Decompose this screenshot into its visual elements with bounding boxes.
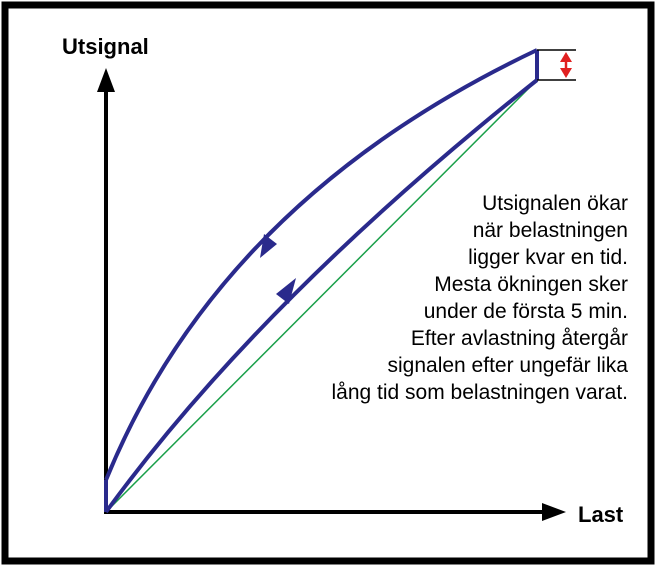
y-axis-arrow bbox=[97, 68, 115, 92]
annotation-line: Utsignalen ökar bbox=[482, 192, 628, 215]
unloading-arrow bbox=[260, 234, 277, 258]
creep-arrow-down bbox=[560, 68, 572, 78]
annotation-line: när belastningen bbox=[473, 219, 628, 242]
linear-reference bbox=[105, 79, 538, 513]
unloading-curve bbox=[104, 48, 538, 481]
annotation-line: Efter avlastning återgår bbox=[411, 327, 628, 350]
loading-arrow bbox=[276, 278, 296, 304]
x-axis-label: Last bbox=[578, 502, 624, 527]
y-axis-label: Utsignal bbox=[62, 34, 149, 59]
creep-arrow-up bbox=[560, 52, 572, 62]
x-axis-arrow bbox=[542, 503, 566, 521]
annotation-line: signalen efter ungefär lika bbox=[388, 354, 629, 377]
annotation-line: under de första 5 min. bbox=[424, 300, 628, 323]
loading-curve bbox=[104, 78, 539, 514]
annotation-line: Mesta ökningen sker bbox=[434, 273, 628, 296]
annotation-line: ligger kvar en tid. bbox=[468, 246, 628, 269]
annotation-line: lång tid som belastningen varat. bbox=[331, 381, 628, 404]
annotation: Utsignalen ökar när belastningen ligger kv… bbox=[331, 192, 628, 404]
